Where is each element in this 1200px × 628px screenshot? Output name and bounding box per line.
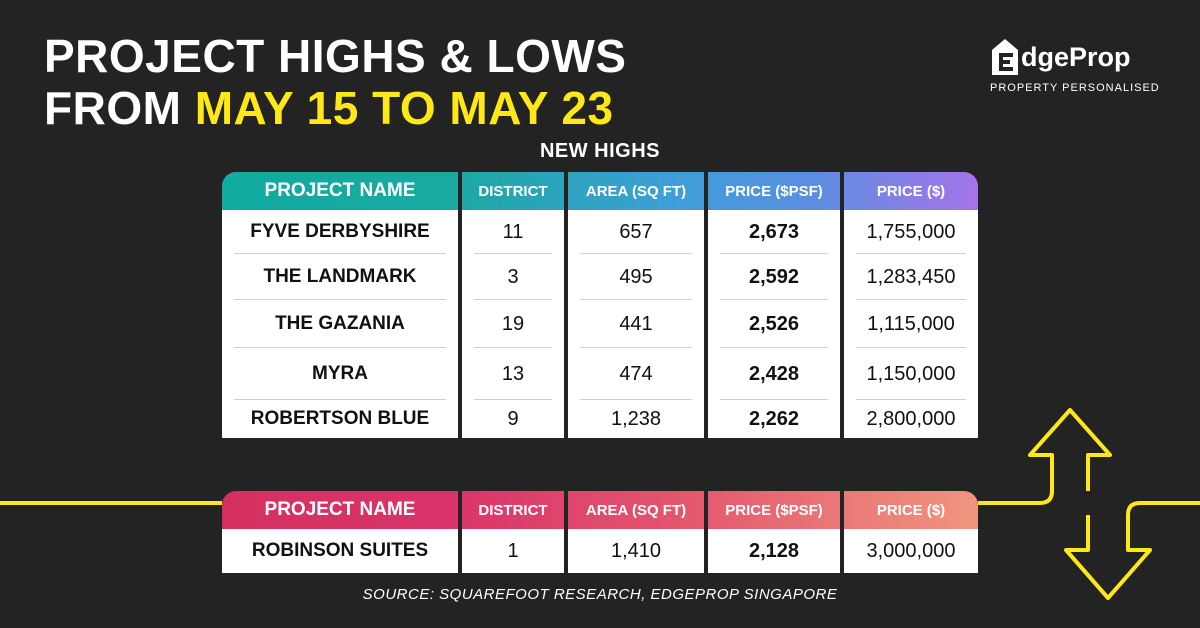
- new-highs-label: NEW HIGHS: [539, 140, 661, 162]
- table-cell: 2,262: [748, 407, 800, 430]
- column-header: PRICE ($): [844, 172, 978, 210]
- title-line-1: PROJECT HIGHS & LOWS: [44, 30, 627, 82]
- table-cell: 1,150,000: [844, 348, 978, 400]
- table-cell: 11: [462, 210, 564, 254]
- column-header: PROJECT NAME: [222, 172, 458, 210]
- table-cell: 1,283,450: [844, 254, 978, 300]
- title-date-range: MAY 15 TO MAY 23: [194, 82, 614, 134]
- table-cell: 3: [462, 254, 564, 300]
- table-cell: MYRA: [222, 348, 458, 400]
- page-title: PROJECT HIGHS & LOWS FROM MAY 15 TO MAY …: [44, 30, 626, 134]
- column-0: PROJECT NAME FYVE DERBYSHIRE THE LANDMARK T…: [222, 172, 458, 438]
- table-cell: ROBINSON SUITES: [251, 540, 429, 561]
- column-4: PRICE ($) 1,755,000 1,283,450 1,115,000 1,15…: [844, 172, 978, 438]
- table-cell: THE LANDMARK: [222, 254, 458, 300]
- up-arrow-icon: [978, 408, 1112, 505]
- column-header: DISTRICT: [462, 491, 564, 529]
- column-3: PRICE ($PSF) 2,128: [708, 491, 840, 573]
- edgeprop-house-icon: [992, 39, 1018, 75]
- table-cell: 657: [568, 210, 704, 254]
- table-cell: 2,128: [748, 539, 800, 562]
- table-cell: 1,410: [610, 539, 662, 562]
- table-cell: 9: [507, 407, 519, 430]
- column-1: DISTRICT 11 3 19 13 9: [462, 172, 564, 438]
- logo-tagline: PROPERTY PERSONALISED: [990, 82, 1160, 94]
- title-line-2: FROM MAY 15 TO MAY 23: [44, 82, 626, 134]
- table-cell: 2,526: [708, 300, 840, 348]
- table-cell: 13: [462, 348, 564, 400]
- column-header: AREA (SQ FT): [568, 172, 704, 210]
- column-3: PRICE ($PSF) 2,673 2,592 2,526 2,428 2,262: [708, 172, 840, 438]
- title-prefix: FROM: [44, 82, 195, 134]
- column-header: DISTRICT: [462, 172, 564, 210]
- down-arrow-icon: [1064, 501, 1200, 600]
- table-cell: FYVE DERBYSHIRE: [222, 210, 458, 254]
- table-cell: 2,592: [708, 254, 840, 300]
- column-4: PRICE ($) 3,000,000: [844, 491, 978, 573]
- table-cell: 19: [462, 300, 564, 348]
- column-0: PROJECT NAME ROBINSON SUITES: [222, 491, 458, 573]
- column-1: DISTRICT 1: [462, 491, 564, 573]
- table-cell: 1,115,000: [844, 300, 978, 348]
- column-header: PRICE ($PSF): [708, 491, 840, 529]
- column-header: AREA (SQ FT): [568, 491, 704, 529]
- table-cell: ROBERTSON BLUE: [250, 408, 430, 429]
- table-cell: 2,428: [708, 348, 840, 400]
- table-cell: 2,800,000: [866, 407, 956, 430]
- table-cell: 1,755,000: [844, 210, 978, 254]
- column-header: PRICE ($PSF): [708, 172, 840, 210]
- edgeprop-logo: dgeProp PROPERTY PERSONALISED: [990, 36, 1160, 94]
- logo-wordmark: dgeProp: [1021, 41, 1131, 72]
- table-cell: 441: [568, 300, 704, 348]
- column-2: AREA (SQ FT) 657 495 441 474 1,238: [568, 172, 704, 438]
- table-cell: 495: [568, 254, 704, 300]
- column-2: AREA (SQ FT) 1,410: [568, 491, 704, 573]
- column-header: PRICE ($): [844, 491, 978, 529]
- table-cell: 474: [568, 348, 704, 400]
- table-cell: 1: [507, 539, 519, 562]
- table-cell: 1,238: [610, 407, 662, 430]
- table-cell: 3,000,000: [866, 539, 956, 562]
- column-header: PROJECT NAME: [222, 491, 458, 529]
- source-note: SOURCE: SQUAREFOOT RESEARCH, EDGEPROP SI…: [362, 586, 838, 603]
- table-cell: THE GAZANIA: [222, 300, 458, 348]
- table-cell: 2,673: [708, 210, 840, 254]
